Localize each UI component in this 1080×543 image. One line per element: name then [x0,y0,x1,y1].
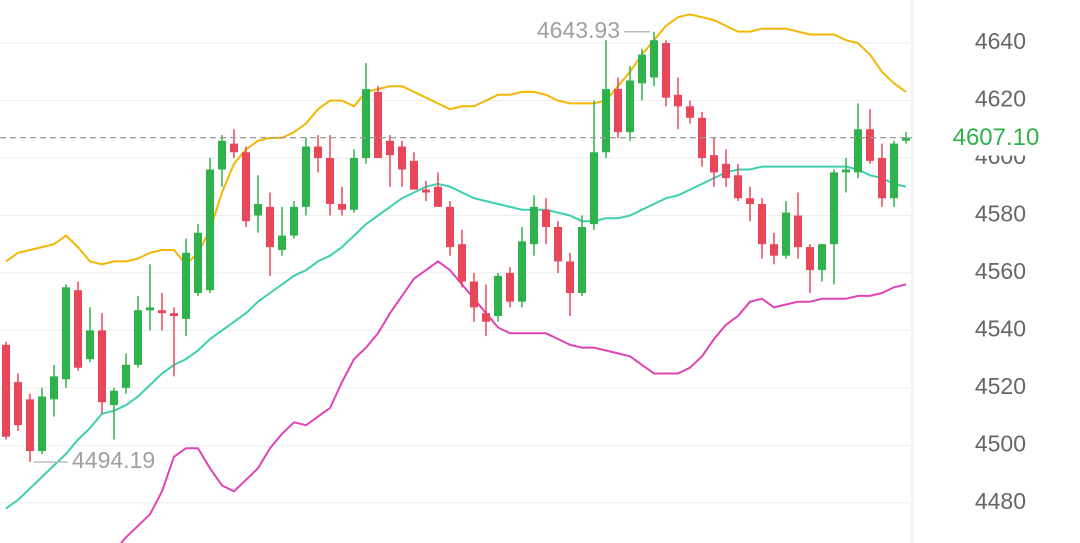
candle-body [458,244,466,282]
candle-body [590,152,598,225]
candle-body [806,247,814,271]
candle-body [854,129,862,173]
candle-body [446,206,454,248]
candle-body [566,261,574,294]
candle-body [782,212,790,256]
candle-body [422,189,430,193]
candle-body [362,89,370,159]
last-price-label: 4607.10 [953,124,1040,151]
candle-body [830,172,838,245]
candle-body [302,146,310,207]
candle-body [290,206,298,236]
y-tick-label: 4520 [975,373,1026,399]
candle-body [122,364,130,388]
candle-body [2,344,10,437]
max-label: 4643.93 [537,17,620,43]
candle-body [614,89,622,133]
candle-body [374,91,382,159]
candle-body [182,252,190,319]
candle-body [434,186,442,207]
band-line [5,165,907,510]
candle-body [530,206,538,245]
candle-body [242,152,250,222]
candle-body [410,160,418,190]
candle-body [398,146,406,170]
candle-body [74,290,82,368]
candle-body [326,158,334,204]
candle-body [650,40,658,78]
candle-body [542,209,550,227]
candle-body [554,226,562,262]
candle-body [902,137,910,141]
candle-body [722,163,730,179]
band-line [119,260,907,543]
candle-body [758,203,766,245]
candle-body [818,244,826,271]
candle-body [734,175,742,199]
candle-body [278,235,286,250]
y-tick-label: 4480 [975,488,1026,514]
candle-body [86,330,94,360]
candle-body [878,158,886,199]
candle-body [890,143,898,199]
candle-body [218,140,226,170]
plot-area [2,13,910,543]
candle-body [194,232,202,294]
candle-body [506,272,514,302]
candle-body [686,106,694,118]
candle-body [170,313,178,317]
y-tick-label: 4560 [975,258,1026,284]
y-tick-label: 4500 [975,430,1026,456]
candle-body [602,89,610,153]
candle-body [134,310,142,365]
min-label: 4494.19 [72,447,155,473]
candle-body [62,287,70,380]
candle-body [638,54,646,84]
candle-body [266,206,274,248]
candle-body [386,140,394,156]
candle-body [482,313,490,322]
y-tick-label: 4540 [975,315,1026,341]
candle-body [626,80,634,133]
candle-body [26,399,34,452]
candle-body [14,382,22,426]
candle-body [350,158,358,210]
candle-body [518,241,526,302]
candle-body [338,203,346,210]
candle-body [50,376,58,400]
candle-body [494,275,502,317]
candle-body [662,43,670,98]
candle-body [314,146,322,159]
candle-body [158,310,166,314]
y-tick-label: 4580 [975,201,1026,227]
candle-body [794,215,802,248]
candle-body [470,281,478,308]
candle-body [578,226,586,294]
candle-body [146,307,154,311]
candle-body [230,143,238,153]
y-tick-label: 4640 [975,28,1026,54]
last-price-box [930,119,1080,156]
candle-body [770,244,778,256]
candle-body [98,330,106,403]
y-tick-label: 4620 [975,86,1026,112]
candle-body [674,94,682,107]
candle-body [842,169,850,173]
candle-body [746,198,754,204]
candle-body [866,129,874,161]
candle-body [254,203,262,216]
band-line [5,13,907,266]
candle-body [710,155,718,173]
candle-body [38,396,46,452]
candle-body [110,390,118,406]
candle-body [206,169,214,291]
